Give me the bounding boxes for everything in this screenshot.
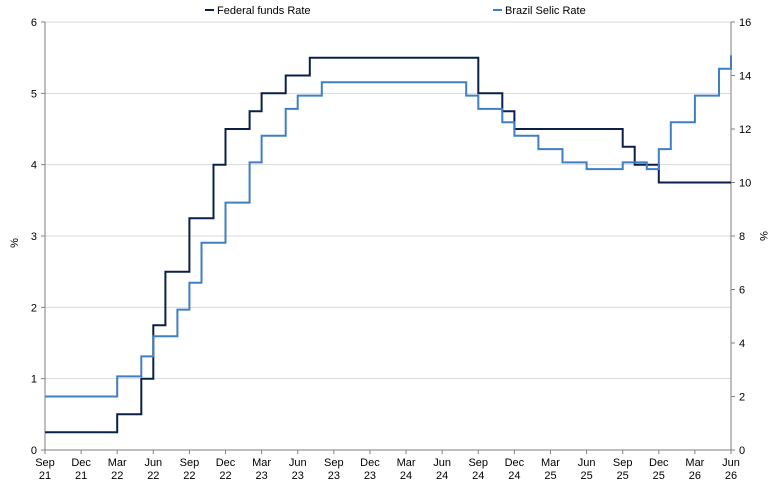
x-tick-label: Jun 22	[144, 457, 162, 480]
series-line-federal-funds	[45, 56, 731, 434]
right-axis-title: %	[757, 231, 769, 241]
right-tick-label: 6	[739, 285, 745, 297]
x-tick-label: Mar 24	[397, 457, 416, 480]
x-axis-ticks: Sep 21 Dec 21 Mar 22 Jun 22 Sep 22 Dec 22 Mar 23 Jun 23…	[35, 450, 740, 480]
right-tick-label: 2	[739, 392, 745, 404]
right-tick-label: 10	[739, 178, 751, 190]
x-tick-label: Sep 21	[35, 457, 55, 480]
right-axis-ticks: 0 2 4 6 8 10 12 14 16	[731, 17, 751, 457]
left-tick-label: 3	[31, 231, 37, 243]
legend: Federal funds Rate Brazil Selic Rate	[205, 5, 586, 17]
right-tick-label: 0	[739, 445, 745, 457]
x-tick-label: Dec 23	[360, 457, 380, 480]
series-lines	[45, 55, 732, 434]
x-tick-label: Sep 22	[180, 457, 200, 480]
right-tick-label: 12	[739, 124, 751, 136]
x-tick-label: Dec 25	[649, 457, 669, 480]
x-tick-label: Sep 25	[613, 457, 633, 480]
left-tick-label: 0	[31, 445, 37, 457]
left-tick-label: 4	[31, 160, 37, 172]
left-tick-label: 5	[31, 88, 37, 100]
right-tick-label: 4	[739, 338, 745, 350]
x-tick-label: Sep 23	[324, 457, 344, 480]
x-tick-label: Mar 26	[685, 457, 704, 480]
x-tick-label: Mar 25	[541, 457, 560, 480]
x-tick-label: Dec 22	[216, 457, 236, 480]
left-axis-ticks: 0 1 2 3 4 5 6	[31, 17, 45, 457]
series-line-brazil-selic	[45, 55, 732, 398]
right-tick-label: 16	[739, 17, 751, 29]
legend-label: Brazil Selic Rate	[505, 5, 586, 17]
gridlines	[45, 21, 731, 380]
left-axis-title: %	[9, 238, 21, 248]
x-tick-label: Jun 25	[578, 457, 596, 480]
x-tick-label: Jun 23	[289, 457, 307, 480]
x-tick-label: Dec 24	[505, 457, 525, 480]
right-tick-label: 8	[739, 231, 745, 243]
x-tick-label: Jun 24	[433, 457, 451, 480]
x-tick-label: Mar 23	[252, 457, 271, 480]
x-tick-label: Dec 21	[71, 457, 91, 480]
left-tick-label: 2	[31, 302, 37, 314]
x-tick-label: Jun 26	[722, 457, 740, 480]
right-tick-label: 14	[739, 71, 751, 83]
legend-label: Federal funds Rate	[217, 5, 311, 17]
left-tick-label: 6	[31, 17, 37, 29]
x-tick-label: Sep 24	[468, 457, 488, 480]
left-tick-label: 1	[31, 374, 37, 386]
x-tick-label: Mar 22	[108, 457, 127, 480]
